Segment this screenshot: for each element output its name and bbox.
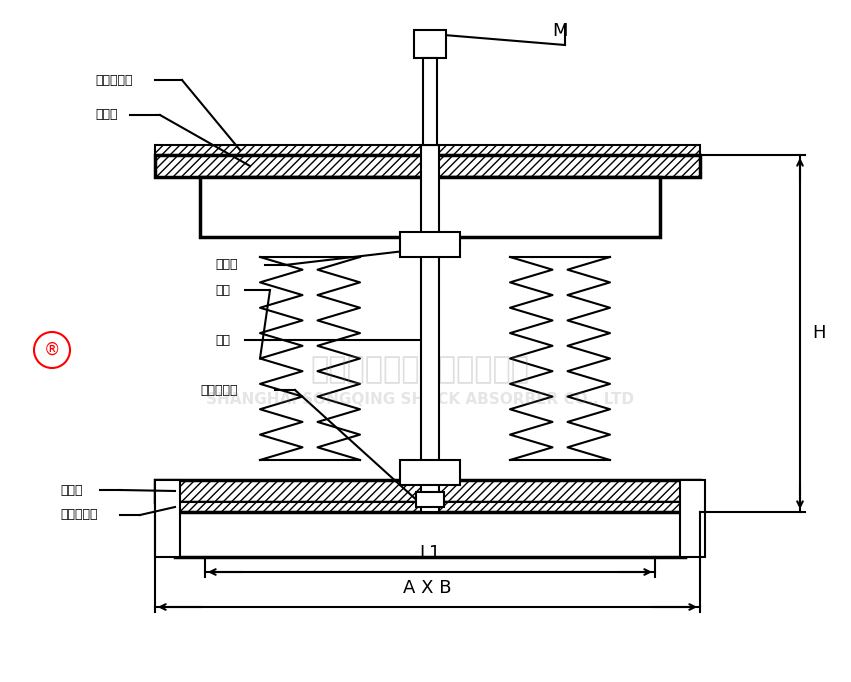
Text: 橡胶防滑垫: 橡胶防滑垫 (95, 74, 133, 87)
Bar (416, 492, 444, 507)
Text: M: M (552, 22, 568, 40)
Text: 拉杆: 拉杆 (215, 333, 230, 346)
Text: H: H (812, 325, 825, 342)
Text: L1: L1 (420, 544, 441, 562)
Text: 弹簧: 弹簧 (215, 284, 230, 297)
Text: 上钢板: 上钢板 (95, 108, 117, 121)
Bar (175, 512, 685, 557)
Bar (200, 177, 660, 237)
Text: ®: ® (43, 341, 60, 359)
Bar (155, 480, 180, 557)
Bar (414, 30, 446, 58)
Bar (400, 460, 460, 485)
Text: 定位座: 定位座 (215, 258, 237, 271)
Bar (421, 145, 439, 512)
Text: 橡胶防滑垫: 橡胶防滑垫 (60, 509, 98, 522)
Bar (680, 480, 705, 557)
Text: 上海松慶减震设备有限公司: 上海松慶减震设备有限公司 (311, 355, 529, 385)
Bar (155, 145, 700, 155)
Bar (400, 232, 460, 257)
Text: A X B: A X B (403, 579, 452, 597)
Text: 下钢板: 下钢板 (60, 484, 83, 496)
Bar (155, 480, 700, 502)
Bar (155, 502, 700, 512)
Text: 内六角螺栓: 内六角螺栓 (200, 383, 237, 396)
Bar (423, 58, 437, 145)
Bar (155, 155, 700, 177)
Text: SHANGHAI SONGQING SHOCK ABSORBER CO., LTD: SHANGHAI SONGQING SHOCK ABSORBER CO., LT… (206, 393, 634, 408)
